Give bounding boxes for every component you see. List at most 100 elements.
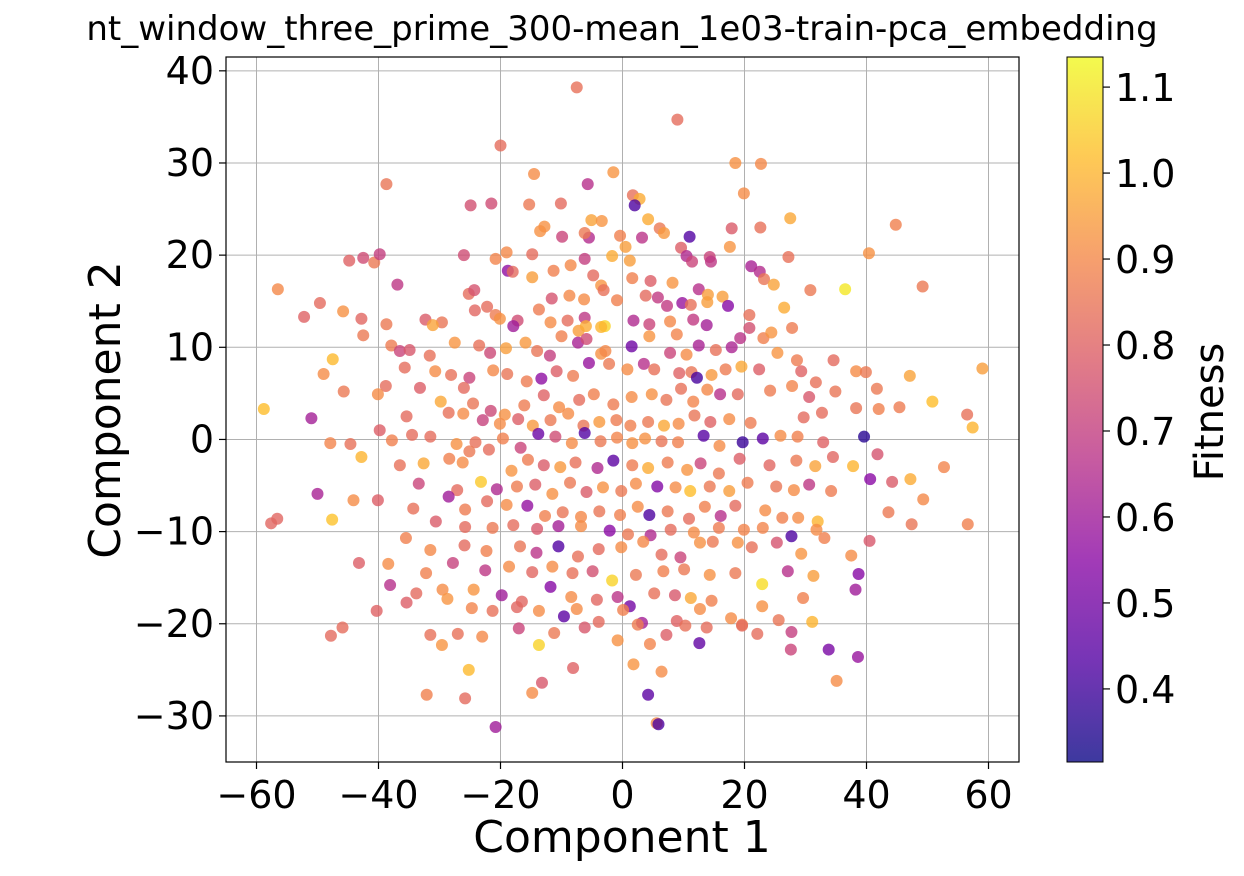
scatter-point xyxy=(661,299,674,312)
y-tick-label: 10 xyxy=(166,325,214,369)
scatter-point xyxy=(561,314,574,327)
scatter-point xyxy=(723,413,736,426)
scatter-point xyxy=(803,478,816,491)
scatter-point xyxy=(417,457,430,470)
scatter-point xyxy=(771,346,784,359)
scatter-point xyxy=(457,407,470,420)
scatter-point xyxy=(445,368,458,381)
y-tick-label: −30 xyxy=(134,694,214,738)
scatter-point xyxy=(736,436,749,449)
scatter-point xyxy=(317,368,330,381)
y-tick-label: −10 xyxy=(134,510,214,554)
scatter-point xyxy=(655,665,668,678)
scatter-point xyxy=(535,676,548,689)
scatter-point xyxy=(756,432,769,445)
scatter-point xyxy=(839,283,852,296)
scatter-point xyxy=(552,520,565,533)
scatter-point xyxy=(442,406,455,419)
scatter-point xyxy=(569,456,582,469)
scatter-point xyxy=(398,361,411,374)
scatter-point xyxy=(380,178,393,191)
y-tick-label: 40 xyxy=(166,49,214,93)
x-tick-label: 40 xyxy=(842,773,890,817)
scatter-point xyxy=(615,541,628,554)
scatter-point xyxy=(479,564,492,577)
scatter-point xyxy=(552,540,565,553)
scatter-point xyxy=(830,674,843,687)
scatter-point xyxy=(489,720,502,733)
scatter-point xyxy=(719,363,732,376)
scatter-point xyxy=(585,214,598,227)
scatter-point xyxy=(530,546,543,559)
scatter-point xyxy=(697,429,710,442)
scatter-point xyxy=(703,568,716,581)
scatter-point xyxy=(684,485,697,498)
scatter-point xyxy=(827,354,840,367)
scatter-point xyxy=(486,604,499,617)
scatter-point xyxy=(326,513,339,526)
scatter-point xyxy=(872,403,885,416)
scatter-point xyxy=(745,260,758,273)
scatter-point xyxy=(575,510,588,523)
scatter-point xyxy=(352,556,365,569)
scatter-point xyxy=(621,363,634,376)
scatter-point xyxy=(698,500,711,513)
scatter-point xyxy=(607,166,620,179)
scatter-point xyxy=(403,344,416,357)
scatter-point xyxy=(636,231,649,244)
scatter-point xyxy=(785,626,798,639)
colorbar-ticks: 0.4 0.5 0.6 0.7 0.8 0.9 1.0 1.1 xyxy=(1103,66,1175,712)
scatter-point xyxy=(464,199,477,212)
x-tick-label: 0 xyxy=(610,773,634,817)
scatter-point xyxy=(694,457,707,470)
scatter-point xyxy=(400,410,413,423)
scatter-point xyxy=(849,583,862,596)
colorbar-tick-label: 0.6 xyxy=(1115,496,1175,540)
scatter-point xyxy=(645,388,658,401)
scatter-point xyxy=(703,480,716,493)
scatter-point xyxy=(675,382,688,395)
scatter-point xyxy=(370,604,383,617)
scatter-point xyxy=(704,415,717,428)
scatter-point xyxy=(501,368,514,381)
scatter-point xyxy=(729,567,742,580)
scatter-point xyxy=(937,461,950,474)
scatter-point xyxy=(851,650,864,663)
scatter-point xyxy=(595,215,608,228)
scatter-point xyxy=(681,463,694,476)
scatter-point xyxy=(443,452,456,465)
scatter-point xyxy=(271,512,284,525)
scatter-point xyxy=(384,579,397,592)
scatter-point xyxy=(652,718,665,731)
x-tick-label: −20 xyxy=(460,773,540,817)
scatter-point xyxy=(797,411,810,424)
scatter-point xyxy=(603,357,616,370)
scatter-point xyxy=(575,520,588,533)
scatter-point xyxy=(448,336,461,349)
scatter-point xyxy=(611,294,624,307)
scatter-point xyxy=(537,389,550,402)
scatter-point xyxy=(637,535,650,548)
scatter-point xyxy=(661,505,674,518)
scatter-point xyxy=(400,596,413,609)
scatter-point xyxy=(850,365,863,378)
scatter-point xyxy=(639,432,652,445)
scatter-point xyxy=(336,621,349,634)
scatter-point xyxy=(539,509,552,522)
scatter-point xyxy=(643,318,656,331)
scatter-point xyxy=(544,414,557,427)
scatter-point xyxy=(733,452,746,465)
scatter-point xyxy=(567,369,580,382)
scatter-point xyxy=(591,462,604,475)
scatter-point xyxy=(500,498,513,511)
scatter-point xyxy=(845,549,858,562)
scatter-point xyxy=(564,476,577,489)
scatter-point xyxy=(580,485,593,498)
scatter-point xyxy=(782,250,795,263)
scatter-point xyxy=(976,362,989,375)
scatter-point xyxy=(385,339,398,352)
scatter-point xyxy=(313,297,326,310)
scatter-point xyxy=(701,383,714,396)
scatter-point xyxy=(546,487,559,500)
